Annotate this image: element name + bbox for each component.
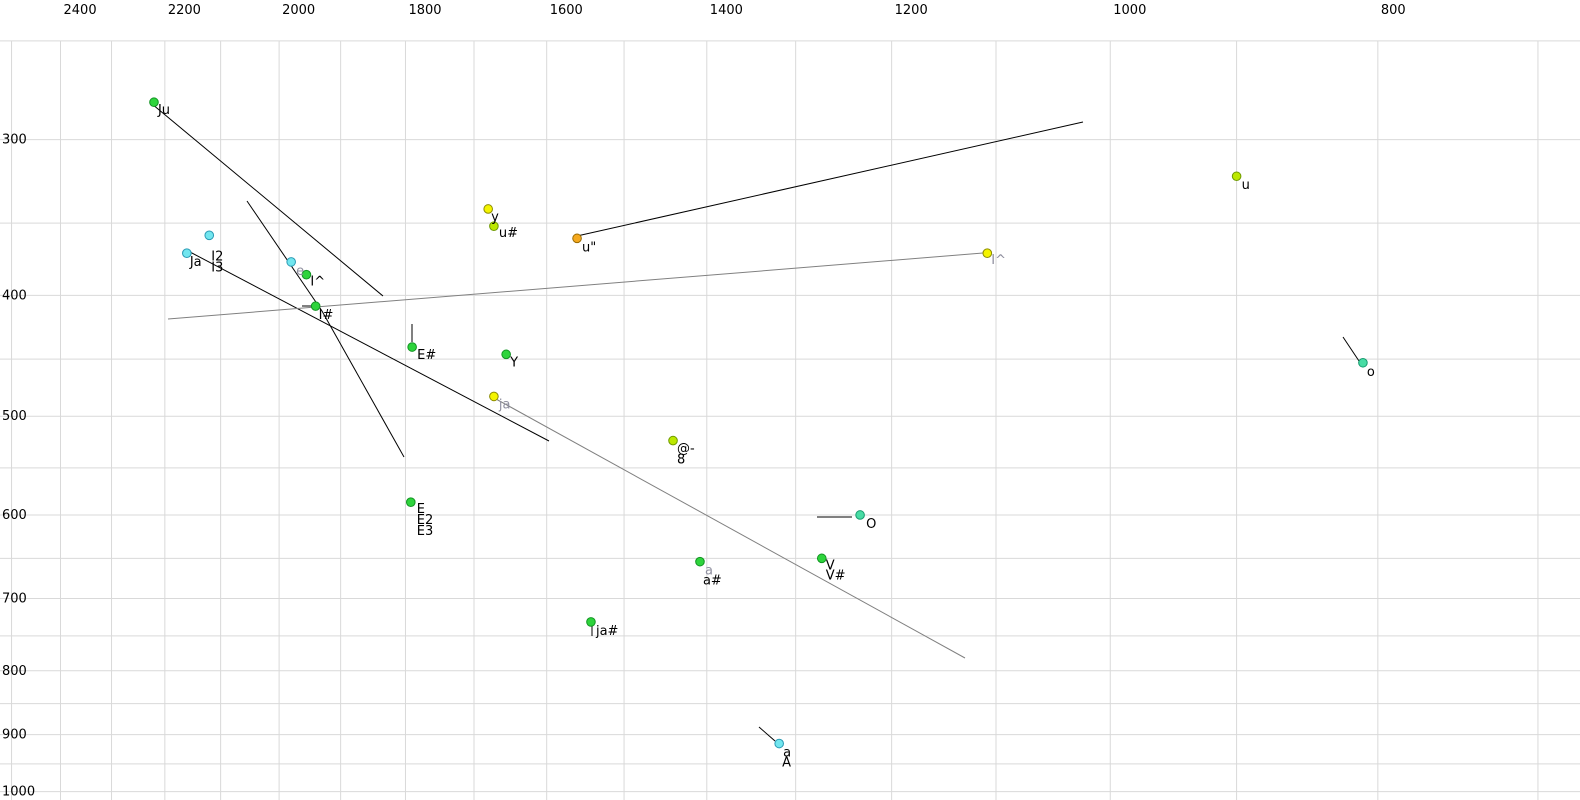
trajectory-line (758, 726, 776, 742)
data-point-I^ (301, 269, 312, 280)
data-point-u" (572, 233, 582, 244)
point-label-ja#: ja# (595, 624, 618, 639)
point-label-ja: ja (498, 397, 511, 412)
data-point-@- (668, 435, 678, 446)
data-point-u# (489, 221, 499, 231)
point-label-I^: I^ (310, 275, 325, 290)
x-axis-tick-label: 2400 (64, 3, 97, 18)
point-label-a: A (782, 756, 791, 771)
point-label-E: E (417, 502, 425, 517)
point-label-I2: I2 (211, 249, 223, 264)
point-label-u#: u# (499, 226, 518, 241)
trajectory-line (151, 103, 384, 297)
x-axis-tick-label: 1800 (408, 3, 441, 18)
point-label-@-: @- (677, 442, 695, 457)
data-point-Ja (182, 248, 192, 258)
data-point-a# (695, 556, 705, 567)
point-label-I#: I# (319, 308, 334, 323)
trajectory-line (1342, 336, 1360, 362)
data-point-ja (489, 391, 499, 402)
data-point-I# (310, 301, 321, 311)
point-label-@-: 8 (677, 453, 685, 468)
point-label-o: o (1367, 365, 1375, 380)
x-axis-tick-label: 1400 (710, 3, 743, 18)
gridlines (0, 40, 1580, 800)
trajectory-line (167, 252, 984, 320)
data-point-O (855, 510, 865, 520)
point-label-y: y (491, 210, 499, 225)
y-axis-tick-label: 900 (2, 728, 27, 743)
trajectory-lines (151, 103, 1360, 742)
point-label-a#: a (705, 564, 713, 579)
data-point-I2 (204, 230, 215, 241)
point-label-Y: Y (509, 355, 518, 370)
x-axis-tick-label: 1000 (1113, 3, 1146, 18)
point-label-V: V# (826, 568, 846, 583)
point-label-Ju: Ju (157, 103, 170, 118)
data-points (149, 97, 1368, 749)
point-label-E#: E# (417, 348, 436, 363)
data-point-e (286, 257, 296, 267)
data-point-o (1358, 357, 1368, 368)
y-axis-tick-label: 300 (2, 133, 27, 148)
point-label-u: u (1242, 178, 1250, 193)
data-point-V (816, 553, 827, 564)
data-point-a (774, 738, 784, 749)
point-label-I2: I3 (211, 260, 223, 275)
data-point-E (405, 497, 416, 507)
point-label-a#: a# (703, 574, 722, 589)
point-label-V: V (826, 558, 835, 573)
y-axis-tick-label: 500 (2, 409, 27, 424)
x-axis-tick-label: 2000 (282, 3, 315, 18)
data-point-i^ (982, 248, 993, 258)
x-axis-tick-label: 1600 (550, 3, 583, 18)
trajectory-line (495, 398, 966, 659)
axis-tick-labels: 2400 2200 2000 1800 1600 1400 1200 1000 800 300 40… (2, 3, 1406, 800)
x-axis-tick-label: 1200 (895, 3, 928, 18)
data-point-E# (407, 342, 417, 352)
data-point-Ju (149, 97, 159, 108)
point-label-E: E2 (417, 513, 434, 528)
trajectory-line (189, 251, 550, 442)
point-label-O: O (866, 517, 876, 532)
data-point-u (1231, 171, 1242, 182)
point-label-Ja: Ja (189, 255, 202, 270)
y-axis-tick-label: 600 (2, 508, 27, 523)
data-point-ja# (586, 617, 596, 627)
data-point-y (483, 204, 493, 214)
point-label-E: E3 (417, 524, 434, 539)
point-label-a: a (783, 746, 791, 761)
x-axis-tick-label: 800 (1381, 3, 1406, 18)
y-axis-tick-label: 700 (2, 591, 27, 606)
trajectory-line (576, 121, 1084, 237)
y-axis-tick-label: 1000 (2, 785, 35, 800)
data-point-Y (501, 349, 511, 360)
y-axis-tick-label: 800 (2, 664, 27, 679)
point-label-e: e (296, 264, 304, 279)
point-label-i^: I^ (991, 253, 1006, 268)
y-axis-tick-label: 400 (2, 288, 27, 303)
trajectory-line (246, 200, 323, 312)
x-axis-tick-label: 2200 (168, 3, 201, 18)
trajectory-line (321, 310, 405, 458)
point-label-u": u" (582, 240, 596, 255)
